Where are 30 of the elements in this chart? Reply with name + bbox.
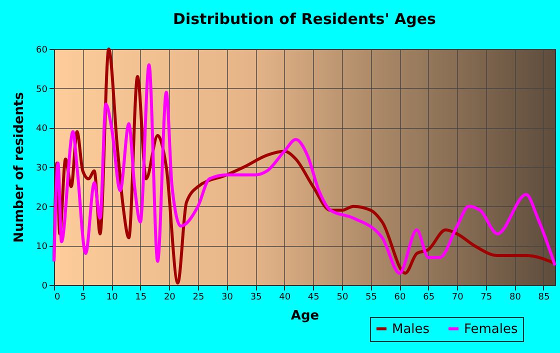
x-tick-label: 20 (164, 292, 176, 302)
x-tick-label: 0 (54, 292, 60, 302)
legend-label: Males (392, 322, 430, 337)
legend-label: Females (464, 322, 518, 337)
x-tick-label: 15 (135, 292, 147, 302)
y-tick-label: 30 (36, 164, 48, 174)
y-tick-label: 10 (36, 242, 48, 252)
y-tick-label: 40 (36, 124, 48, 134)
x-tick-label: 30 (222, 292, 234, 302)
x-tick-label: 35 (250, 292, 262, 302)
x-tick-label: 40 (279, 292, 291, 302)
y-tick-label: 0 (42, 282, 48, 292)
x-tick-label: 60 (394, 292, 406, 302)
x-tick-label: 10 (106, 292, 118, 302)
x-tick-label: 55 (366, 292, 377, 302)
x-tick-label: 85 (538, 292, 550, 302)
x-tick-label: 50 (336, 292, 348, 302)
x-tick-label: 25 (192, 292, 204, 302)
x-tick-label: 45 (308, 292, 320, 302)
y-tick-label: 50 (36, 84, 48, 95)
x-tick-label: 70 (452, 292, 464, 302)
y-tick-label: 60 (36, 46, 48, 56)
x-tick-label: 75 (480, 292, 492, 302)
x-tick-label: 65 (423, 292, 435, 302)
y-axis-title: Number of residents (12, 92, 28, 243)
x-tick-label: 5 (80, 292, 86, 302)
x-axis-title: Age (290, 308, 320, 324)
y-tick-label: 20 (36, 202, 48, 213)
x-tick-label: 80 (509, 292, 522, 302)
chart-title: Distribution of Residents' Ages (173, 10, 436, 28)
